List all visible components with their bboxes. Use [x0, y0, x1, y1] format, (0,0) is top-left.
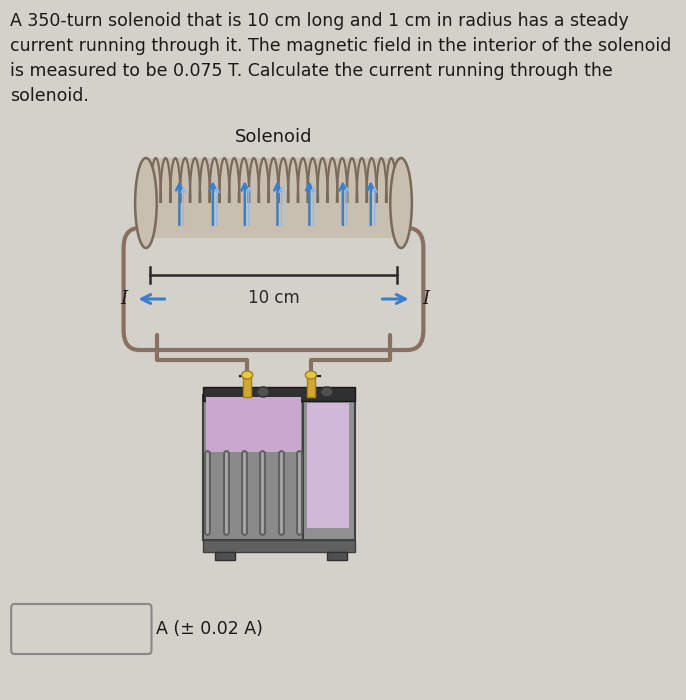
Ellipse shape	[305, 371, 316, 379]
Ellipse shape	[241, 371, 252, 379]
Ellipse shape	[390, 158, 412, 248]
Bar	[206, 397, 300, 452]
Text: A (± 0.02 A): A (± 0.02 A)	[156, 620, 263, 638]
Bar	[307, 403, 349, 528]
FancyBboxPatch shape	[132, 238, 416, 340]
Text: I: I	[121, 290, 128, 308]
Bar	[203, 387, 355, 401]
FancyBboxPatch shape	[11, 604, 152, 654]
Ellipse shape	[320, 387, 333, 397]
Bar	[146, 158, 401, 248]
Bar	[203, 540, 355, 552]
Text: +: +	[236, 368, 250, 386]
Bar	[303, 395, 355, 540]
Bar	[146, 158, 401, 248]
Ellipse shape	[257, 387, 270, 397]
Bar	[307, 375, 315, 397]
Text: A 350-turn solenoid that is 10 cm long and 1 cm in radius has a steady
current r: A 350-turn solenoid that is 10 cm long a…	[10, 12, 671, 105]
Text: Solenoid: Solenoid	[235, 128, 312, 146]
Bar	[215, 552, 235, 560]
Bar	[244, 375, 251, 397]
Ellipse shape	[135, 158, 156, 248]
Bar	[203, 395, 303, 540]
Text: I: I	[422, 290, 429, 308]
Text: −: −	[307, 368, 322, 386]
Bar	[327, 552, 347, 560]
Text: 10 cm: 10 cm	[248, 289, 299, 307]
